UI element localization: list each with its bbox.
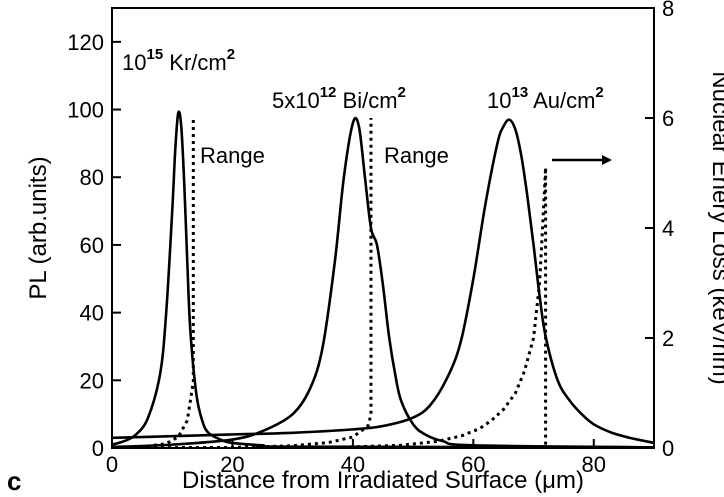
y-axis-title-right: Nuclear Enery Loss (keV/nm)	[707, 71, 724, 384]
y-left-tick-label: 0	[92, 436, 104, 461]
ticks-layer: 0 20 40 60 80 0 20 40 60 80 100 120 0 2 4 6 8	[67, 0, 674, 477]
annotation-range-1: Range	[200, 143, 265, 168]
annotation-kr: 1015 Kr/cm2	[122, 46, 235, 75]
y-left-tick-label: 40	[80, 301, 104, 326]
y-right-tick-label: 8	[662, 0, 674, 21]
annotation-range-2: Range	[384, 143, 449, 168]
pl-curve-3	[112, 118, 654, 445]
y-axis-title-left: PL (arb.units)	[25, 156, 52, 299]
y-left-tick-label: 60	[80, 233, 104, 258]
nuclear-energy-loss-curve-3	[112, 167, 548, 448]
y-left-tick-label: 120	[67, 30, 104, 55]
x-tick-label: 60	[461, 452, 485, 477]
y-right-tick-label: 2	[662, 326, 674, 351]
x-tick-label: 40	[341, 452, 365, 477]
y-right-tick-label: 0	[662, 436, 674, 461]
nuclear-energy-loss-curve-1	[112, 118, 195, 448]
y-left-tick-label: 100	[67, 98, 104, 123]
y-left-tick-label: 80	[80, 165, 104, 190]
annotation-bi: 5x1012 Bi/cm2	[272, 84, 406, 113]
series-layer	[112, 110, 654, 448]
pl-curve-1	[112, 110, 654, 448]
y-right-tick-label: 4	[662, 216, 674, 241]
y-left-tick-label: 20	[80, 368, 104, 393]
annotation-au: 1013 Au/cm2	[487, 84, 604, 113]
x-tick-label: 0	[106, 452, 118, 477]
x-tick-label: 20	[220, 452, 244, 477]
panel-label: c	[7, 466, 21, 496]
x-tick-label: 80	[582, 452, 606, 477]
y-right-tick-label: 6	[662, 106, 674, 131]
pl-curve-2	[112, 116, 654, 448]
x-axis-title: Distance from Irradiated Surface (μm)	[182, 467, 584, 494]
